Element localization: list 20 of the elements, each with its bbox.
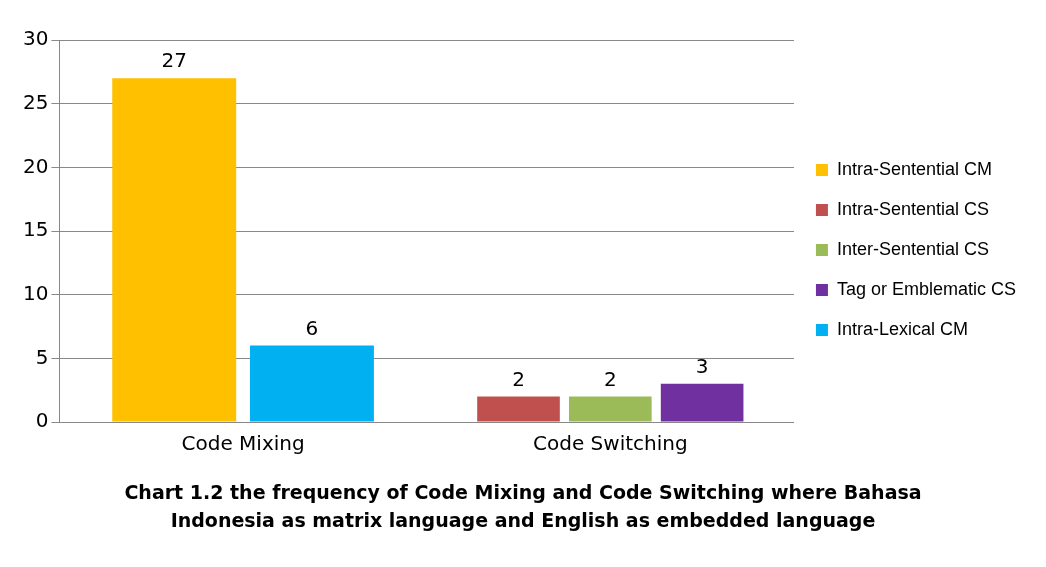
legend-label: Intra-Sentential CM [836, 158, 993, 179]
x-tick-label: Code Mixing [181, 431, 305, 456]
y-tick-label: 25 [23, 89, 49, 114]
data-label: 2 [512, 366, 525, 391]
y-tick-label: 5 [35, 344, 49, 369]
data-label: 2 [603, 366, 617, 391]
legend-label: Tag or Emblematic CS [836, 278, 1016, 299]
data-label: 6 [305, 315, 319, 340]
legend-label: Intra-Lexical CM [836, 318, 968, 339]
legend-label: Intra-Sentential CS [836, 198, 990, 219]
y-tick-label: 30 [23, 26, 49, 51]
x-tick-label: Code Switching [533, 431, 688, 456]
data-label: 27 [161, 48, 187, 73]
data-label: 3 [695, 354, 709, 378]
y-tick-label: 10 [23, 280, 49, 305]
y-tick-label: 15 [23, 217, 49, 242]
y-tick-label: 20 [23, 153, 49, 178]
y-tick-label: 0 [35, 408, 49, 433]
text: Chart 1.2 the frequency of Code Mixing and Code Switching where Bahasa Indonesia as matrix language and English as embedded language [123, 480, 923, 533]
legend-label: Inter-Sentential CS [836, 238, 990, 259]
